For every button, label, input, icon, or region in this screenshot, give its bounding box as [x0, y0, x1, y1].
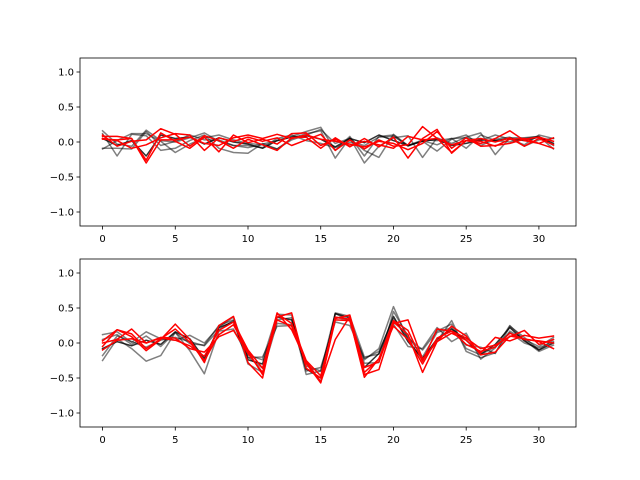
y-tick-label: −0.5 [50, 173, 74, 184]
series-line-3 [101, 128, 555, 159]
x-tick-label: 15 [314, 234, 327, 245]
x-tick-label: 15 [314, 435, 327, 446]
y-tick-label: −1.0 [50, 409, 74, 420]
subplot-2: 0 5 10 15 20 25 30 1.0 0.5 0.0 −0.5 −1.0 [50, 258, 577, 446]
y-tick-label: −1.0 [50, 208, 74, 219]
y-tick-label: 0.0 [58, 138, 74, 149]
y-tick-label: 0.5 [58, 304, 74, 315]
x-tick-label: 30 [533, 234, 546, 245]
y-tick-label: 1.0 [58, 269, 74, 280]
x-tick-label: 20 [387, 435, 400, 446]
x-tick-label: 5 [172, 234, 178, 245]
y-tick-label: −0.5 [50, 374, 74, 385]
y-tick-label: 0.0 [58, 339, 74, 350]
x-tick-label: 10 [242, 435, 255, 446]
x-tick-label: 25 [460, 435, 473, 446]
x-tick-label: 20 [387, 234, 400, 245]
subplot-1: 0 5 10 15 20 25 30 1.0 0.5 0.0 −0.5 −1.0 [50, 57, 577, 245]
x-tick-label: 0 [99, 234, 105, 245]
x-tick-label: 10 [242, 234, 255, 245]
x-tick-label: 30 [533, 435, 546, 446]
series-group [101, 125, 555, 164]
series-line-9 [101, 130, 555, 164]
x-tick-label: 0 [99, 435, 105, 446]
x-tick-label: 5 [172, 435, 178, 446]
series-line-9 [101, 319, 555, 384]
series-line-2 [101, 130, 555, 164]
series-line-2 [101, 312, 555, 376]
y-tick-label: 0.5 [58, 103, 74, 114]
y-tick-label: 1.0 [58, 68, 74, 79]
series-line-7 [101, 312, 555, 379]
series-line-8 [101, 312, 555, 383]
series-line-8 [101, 125, 555, 154]
series-line-4 [101, 130, 555, 150]
series-group [101, 305, 555, 384]
x-tick-label: 25 [460, 234, 473, 245]
